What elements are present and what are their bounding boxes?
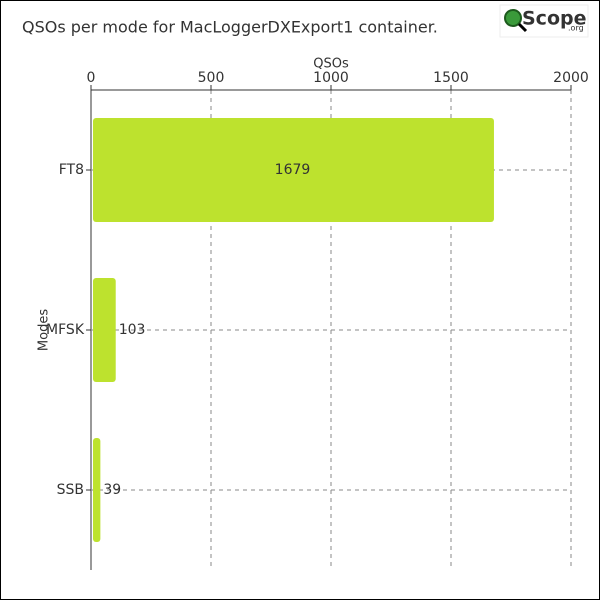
x-tick-label: 0 [87,70,96,86]
chart-title: QSOs per mode for MacLoggerDXExport1 con… [22,18,438,37]
logo-text: Scope [522,8,587,30]
x-tick-label: 500 [198,70,225,86]
bar [93,278,116,382]
value-label: 39 [103,482,121,498]
y-axis-label: Modes [37,309,52,351]
bar [93,438,101,542]
y-tick-label: FT8 [59,162,84,178]
bar [93,118,494,222]
value-label: 103 [119,322,146,338]
y-tick-label: SSB [57,482,84,498]
logo: Scope .org [499,4,589,38]
logo-handle [517,22,528,33]
x-tick-label: 1000 [313,70,349,86]
y-tick-label: MFSK [46,322,85,338]
x-axis-label: QSOs [313,57,349,72]
x-tick-label: 2000 [553,70,589,86]
logo-lens [504,9,522,27]
value-label: 1679 [275,162,311,178]
logo-suffix: .org [568,24,584,33]
x-tick-label: 1500 [433,70,469,86]
